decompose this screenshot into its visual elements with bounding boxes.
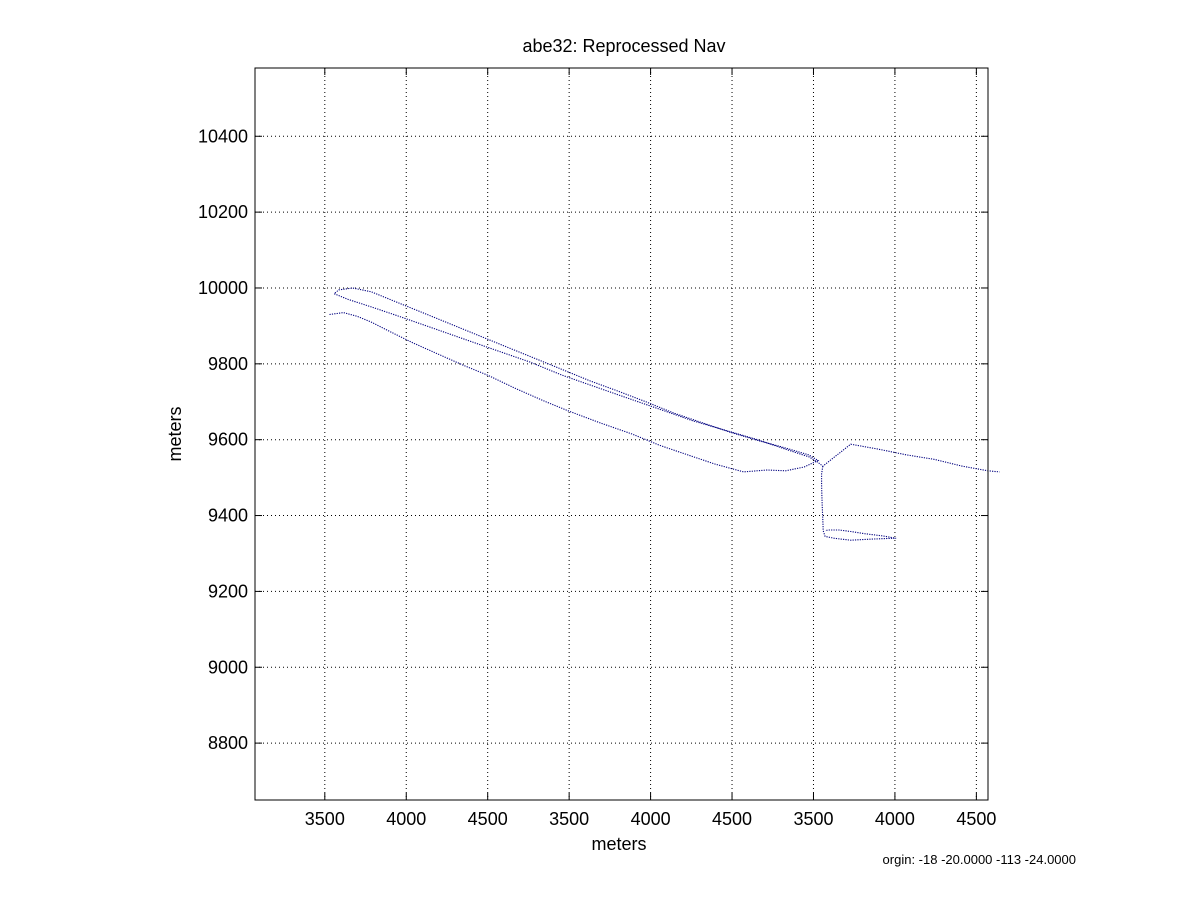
chart-title: abe32: Reprocessed Nav: [522, 36, 725, 56]
origin-footnote: orgin: -18 -20.0000 -113 -24.0000: [883, 852, 1076, 867]
y-axis-label: meters: [165, 406, 185, 461]
x-tick-label: 4000: [631, 809, 671, 829]
nav-track-line-2: [821, 466, 897, 541]
plot-frame: [254, 67, 989, 801]
y-tick-label: 9200: [208, 581, 248, 601]
x-tick-label: 4500: [712, 809, 752, 829]
y-tick-label: 9000: [208, 657, 248, 677]
x-tick-label: 3500: [305, 809, 345, 829]
x-tick-label: 4500: [956, 809, 996, 829]
x-axis-label: meters: [591, 834, 646, 854]
x-tick-label: 3500: [793, 809, 833, 829]
series-layer: [329, 287, 1000, 541]
y-tick-label: 10400: [198, 126, 248, 146]
x-tick-label: 4000: [875, 809, 915, 829]
x-tick-labels: 3500 4000 4500 3500 4000 4500 3500 4000 4500: [305, 809, 997, 829]
tick-layer: [255, 68, 988, 800]
y-tick-label: 9400: [208, 506, 248, 526]
y-tick-labels: 8800 9000 9200 9400 9600 9800 10000 10200 10400: [198, 126, 248, 753]
y-tick-label: 8800: [208, 733, 248, 753]
x-tick-label: 4500: [468, 809, 508, 829]
y-tick-label: 10200: [198, 202, 248, 222]
x-tick-label: 3500: [549, 809, 589, 829]
y-tick-label: 9600: [208, 430, 248, 450]
y-tick-label: 9800: [208, 354, 248, 374]
x-tick-label: 4000: [386, 809, 426, 829]
y-tick-label: 10000: [198, 278, 248, 298]
